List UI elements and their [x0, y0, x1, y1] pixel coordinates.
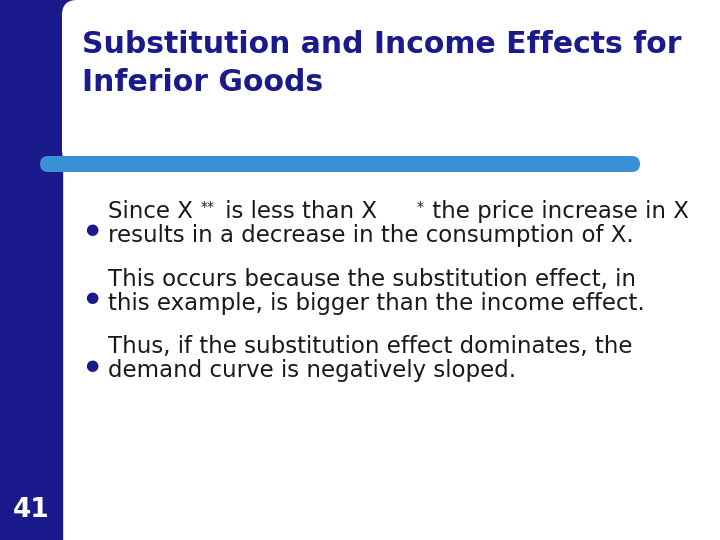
Text: 41: 41: [13, 497, 50, 523]
Text: results in a decrease in the consumption of X.: results in a decrease in the consumption…: [108, 224, 634, 247]
Text: ●: ●: [86, 222, 99, 238]
Text: ●: ●: [86, 291, 99, 306]
FancyBboxPatch shape: [62, 0, 720, 165]
Text: Thus, if the substitution effect dominates, the: Thus, if the substitution effect dominat…: [108, 335, 632, 358]
Text: Substitution and Income Effects for: Substitution and Income Effects for: [82, 30, 682, 59]
Bar: [0, 0, 255, 155]
Text: ●: ●: [86, 357, 99, 373]
Text: this example, is bigger than the income effect.: this example, is bigger than the income …: [108, 292, 644, 315]
Text: Inferior Goods: Inferior Goods: [82, 68, 323, 97]
Text: This occurs because the substitution effect, in: This occurs because the substitution eff…: [108, 268, 636, 291]
FancyBboxPatch shape: [40, 156, 640, 172]
Text: is less than X: is less than X: [217, 200, 377, 223]
Text: **: **: [201, 200, 215, 214]
Text: *: *: [417, 200, 424, 214]
Bar: [0, 0, 62, 540]
Text: the price increase in X: the price increase in X: [425, 200, 689, 223]
Text: Since X: Since X: [108, 200, 193, 223]
Text: demand curve is negatively sloped.: demand curve is negatively sloped.: [108, 359, 516, 382]
